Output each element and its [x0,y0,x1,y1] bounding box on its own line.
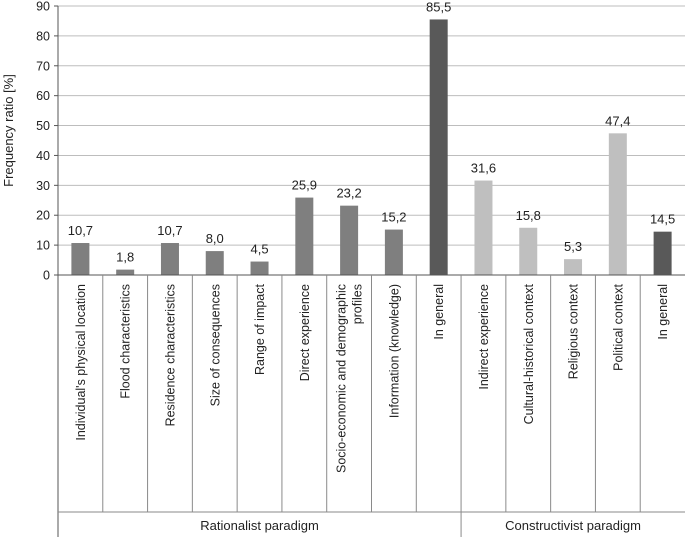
value-label: 47,4 [605,113,630,128]
bar [160,243,179,275]
bars [71,19,672,276]
bar [608,133,627,275]
category-label: Size of consequences [208,284,222,406]
bar [116,269,135,275]
category-label: Cultural-historical context [522,283,536,424]
value-label: 14,5 [650,212,675,227]
group-label: Rationalist paradigm [200,518,319,533]
bar [564,259,583,275]
category-label: Range of impact [253,283,267,375]
bar [429,19,448,276]
value-label: 31,6 [471,161,496,176]
y-tick-label: 20 [36,209,50,223]
bar [653,231,672,275]
category-label: In general [432,284,446,340]
category-label: Individual's physical location [74,284,88,441]
bar [519,227,538,275]
value-label: 10,7 [157,223,182,238]
y-axis-title: Frequency ratio [%] [1,74,16,187]
bar [250,261,269,275]
y-axis-ticks: 0 10 20 30 40 50 60 70 80 90 [36,0,58,283]
bar [474,180,493,275]
bar [384,229,403,275]
value-label: 85,5 [426,0,451,14]
value-label: 15,2 [381,210,406,225]
y-tick-label: 40 [36,149,50,163]
bar [295,197,314,275]
category-label: profiles [351,284,365,324]
bar [340,205,359,275]
category-label: Political context [611,283,625,370]
category-labels: Individual's physical location Flood char… [74,283,670,473]
y-tick-label: 70 [36,59,50,73]
y-tick-label: 30 [36,179,50,193]
y-tick-label: 0 [43,269,50,283]
category-label: Flood characteristics [119,284,133,399]
value-label: 10,7 [68,223,93,238]
category-label: In general [656,284,670,340]
category-label: Socio-economic and demographic [335,284,349,473]
value-label: 1,8 [116,250,134,265]
value-labels: 10,7 1,8 10,7 8,0 4,5 25,9 23,2 15,2 85,5 31,6 15,… [68,0,676,265]
grid-lines [58,5,685,246]
bar [71,243,90,275]
category-label: Religious context [567,283,581,379]
category-label: Information (knowledge) [387,284,401,418]
y-tick-label: 90 [36,0,50,14]
axis-frame [57,6,685,537]
y-tick-label: 60 [36,89,50,103]
value-label: 23,2 [336,186,361,201]
group-label: Constructivist paradigm [505,518,641,533]
group-labels: Rationalist paradigm Constructivist parad… [200,518,641,533]
bar [205,251,224,275]
y-tick-label: 10 [36,239,50,253]
value-label: 5,3 [564,239,582,254]
category-label: Direct experience [298,284,312,381]
value-label: 25,9 [292,178,317,193]
y-tick-label: 80 [36,29,50,43]
value-label: 15,8 [516,208,541,223]
value-label: 4,5 [250,242,268,257]
category-label: Residence characteristics [163,284,177,426]
category-label: Indirect experience [477,284,491,390]
y-tick-label: 50 [36,119,50,133]
value-label: 8,0 [206,231,224,246]
